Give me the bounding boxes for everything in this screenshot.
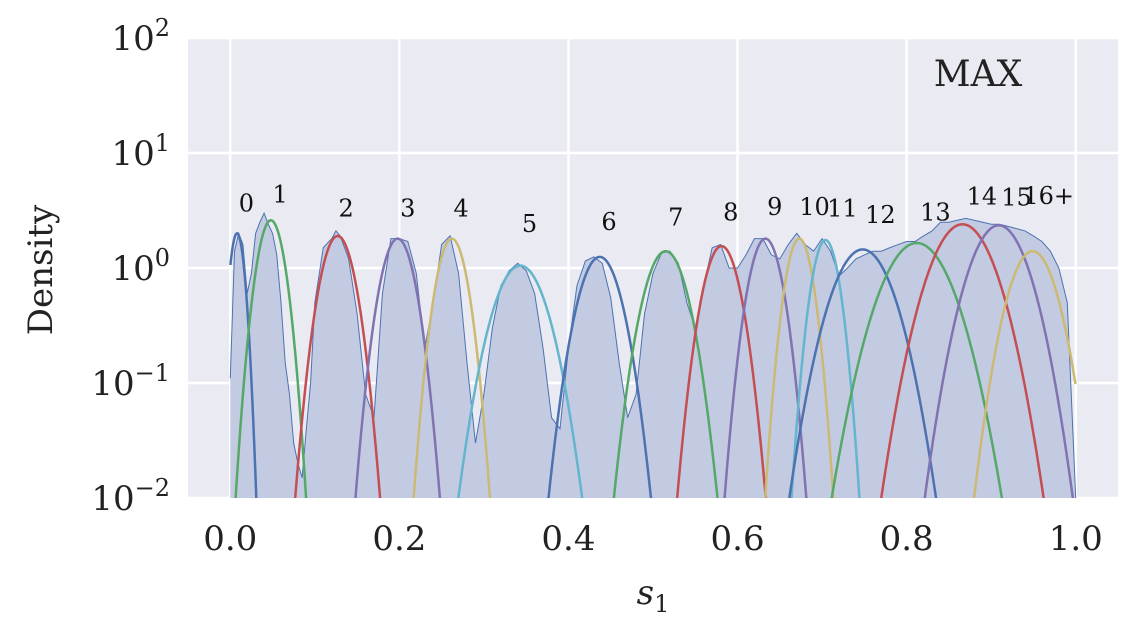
curve-12	[788, 248, 938, 498]
peak-label-3: 3	[400, 195, 415, 223]
curve-1	[234, 219, 308, 498]
plot-area	[229, 211, 1077, 498]
histogram-outline	[229, 211, 1077, 498]
curve-14	[880, 223, 1045, 498]
curve-4	[412, 237, 492, 498]
x-tick-labels: 0.0 0.2 0.4 0.6 0.8 1.0	[203, 519, 1103, 559]
y-tick-2: 100	[111, 244, 170, 289]
curve-10	[763, 237, 835, 498]
y-tick-1: 10−1	[91, 359, 170, 404]
curve-6	[547, 255, 653, 498]
peak-label-7: 7	[668, 203, 683, 231]
curve-8	[675, 244, 768, 498]
curve-0	[229, 232, 258, 498]
peak-label-5: 5	[522, 210, 537, 238]
peak-label-2: 2	[338, 195, 353, 223]
x-tick-0.4: 0.4	[541, 519, 595, 559]
peak-label-15: 15	[1001, 183, 1032, 211]
y-tick-0: 10−2	[91, 474, 170, 519]
y-axis-label: Density	[21, 204, 61, 335]
peak-label-1: 1	[273, 181, 288, 209]
x-axis-label-subscript: 1	[654, 590, 669, 618]
x-axis-label-main: s	[637, 573, 654, 613]
curve-7	[612, 249, 719, 498]
gaussian-curves	[229, 219, 1077, 498]
peak-label-8: 8	[723, 198, 738, 226]
peak-label-14: 14	[967, 183, 998, 211]
curve-2	[293, 234, 382, 498]
peak-label-11: 11	[827, 195, 858, 223]
y-tick-3: 101	[111, 129, 170, 174]
x-tick-0.8: 0.8	[880, 519, 934, 559]
curve-15	[923, 224, 1075, 498]
x-axis-label: s1	[637, 573, 670, 618]
peak-label-6: 6	[601, 208, 616, 236]
peak-label-0: 0	[239, 189, 254, 217]
y-tick-4: 102	[111, 14, 170, 59]
chart-annotation: MAX	[934, 54, 1023, 95]
curve-5	[457, 264, 584, 498]
peak-label-12: 12	[865, 201, 896, 229]
peak-label-16+: 16+	[1023, 182, 1074, 210]
histogram-fill	[230, 213, 1076, 498]
x-tick-0.0: 0.0	[203, 519, 257, 559]
peak-label-13: 13	[920, 198, 951, 226]
y-tick-labels: 10−2 10−1 100 101 102	[91, 14, 170, 519]
curve-13	[830, 241, 1004, 498]
curve-9	[723, 237, 808, 498]
x-tick-1.0: 1.0	[1049, 519, 1103, 559]
x-tick-0.6: 0.6	[711, 519, 765, 559]
peak-label-10: 10	[799, 193, 830, 221]
peak-label-9: 9	[767, 193, 782, 221]
peak-label-4: 4	[453, 195, 468, 223]
curve-3	[354, 237, 442, 498]
curve-16+	[972, 249, 1077, 498]
x-tick-0.2: 0.2	[372, 519, 426, 559]
